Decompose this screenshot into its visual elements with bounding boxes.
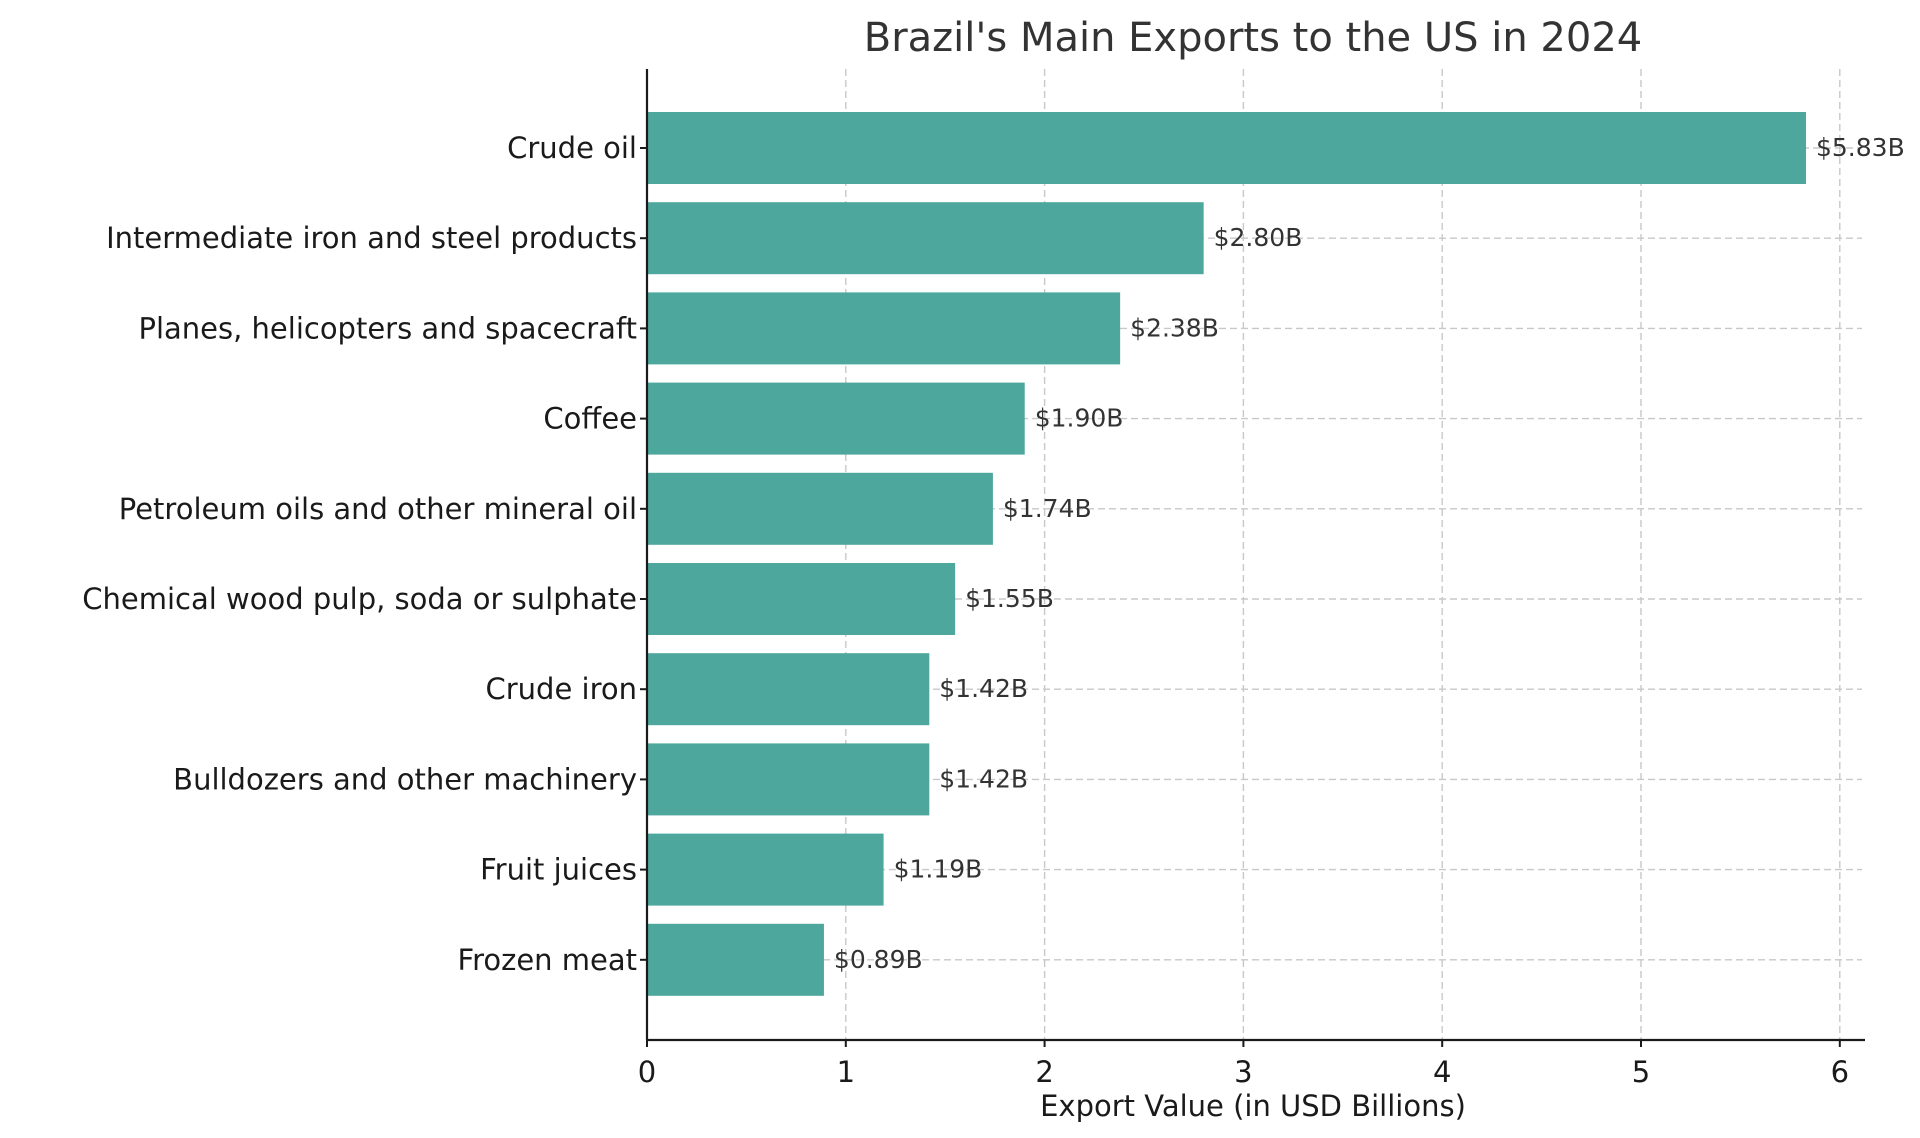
category-label: Coffee (543, 402, 637, 436)
category-label: Frozen meat (458, 943, 638, 977)
x-tick-label: 3 (1234, 1055, 1252, 1089)
category-label: Crude iron (486, 672, 638, 706)
x-tick-label: 6 (1831, 1055, 1849, 1089)
axes (645, 69, 1865, 1042)
category-label: Bulldozers and other machinery (173, 762, 637, 796)
value-label: $5.83B (1816, 133, 1905, 162)
value-label: $2.80B (1214, 223, 1303, 252)
bar (647, 292, 1121, 365)
chart-title: Brazil's Main Exports to the US in 2024 (864, 15, 1642, 61)
category-label: Fruit juices (480, 853, 637, 887)
value-label: $1.42B (939, 764, 1028, 793)
bar (647, 202, 1204, 275)
x-tick-label: 0 (638, 1055, 656, 1089)
category-label: Intermediate iron and steel products (106, 221, 637, 255)
category-label: Petroleum oils and other mineral oil (119, 492, 637, 526)
bar (647, 833, 884, 906)
x-tick-label: 2 (1035, 1055, 1053, 1089)
bar (647, 382, 1025, 455)
x-tick-label: 5 (1632, 1055, 1650, 1089)
bars (647, 112, 1807, 996)
value-label: $1.19B (894, 855, 983, 884)
value-label: $2.38B (1130, 313, 1219, 342)
bar (647, 563, 956, 635)
x-tick-label: 4 (1433, 1055, 1451, 1089)
value-label: $1.90B (1035, 404, 1124, 433)
x-tick-label: 1 (837, 1055, 855, 1089)
value-label: $0.89B (834, 945, 923, 974)
bar (647, 923, 824, 996)
bar (647, 653, 930, 726)
category-label: Chemical wood pulp, soda or sulphate (82, 582, 637, 616)
labels: 0 1 2 3 4 5 6 Crude oil $5.83B Intermediate iron … (82, 131, 1904, 1089)
bar (647, 472, 993, 545)
value-label: $1.74B (1003, 494, 1092, 523)
value-label: $1.55B (965, 584, 1054, 613)
bar (647, 743, 930, 816)
bar (647, 112, 1807, 184)
category-label: Crude oil (507, 131, 637, 165)
x-axis-title: Export Value (in USD Billions) (1040, 1089, 1466, 1123)
category-label: Planes, helicopters and spacecraft (138, 311, 637, 345)
value-label: $1.42B (939, 674, 1028, 703)
